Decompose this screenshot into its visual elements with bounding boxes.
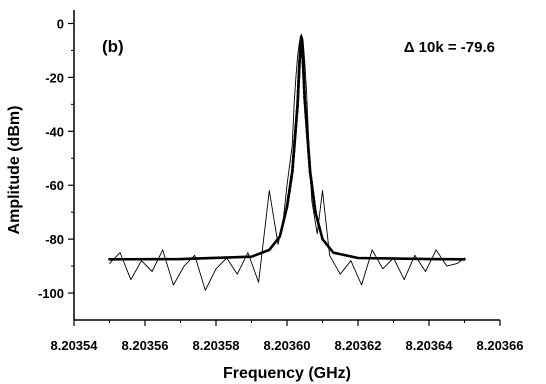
x-tick-label: 8.20354 [51,338,99,353]
panel-label: (b) [102,37,124,56]
measured-spectrum-line [109,33,465,291]
axes: 8.20354 8.20356 8.20358 8.20360 8.20362 8.203… [38,10,524,353]
lorentzian-fit-line [108,35,466,261]
annotation: Δ 10k = -79.6 [404,39,495,56]
x-tick-label: 8.20358 [193,338,240,353]
y-tick-label: -80 [45,232,64,247]
peak-fit-dotted-line [285,35,317,214]
y-tick-label: -100 [38,286,64,301]
x-tick-label: 8.20364 [406,338,454,353]
y-tick-label: 0 [57,16,64,31]
y-axis-label: Amplitude (dBm) [6,106,23,235]
x-axis-label: Frequency (GHz) [223,365,351,382]
x-tick-label: 8.20360 [264,338,311,353]
x-tick-label: 8.20366 [477,338,524,353]
y-tick-label: -40 [45,124,64,139]
x-tick-label: 8.20362 [335,338,382,353]
y-tick-label: -60 [45,178,64,193]
series-layer [108,33,466,291]
y-tick-label: -20 [45,70,64,85]
x-tick-label: 8.20356 [122,338,169,353]
